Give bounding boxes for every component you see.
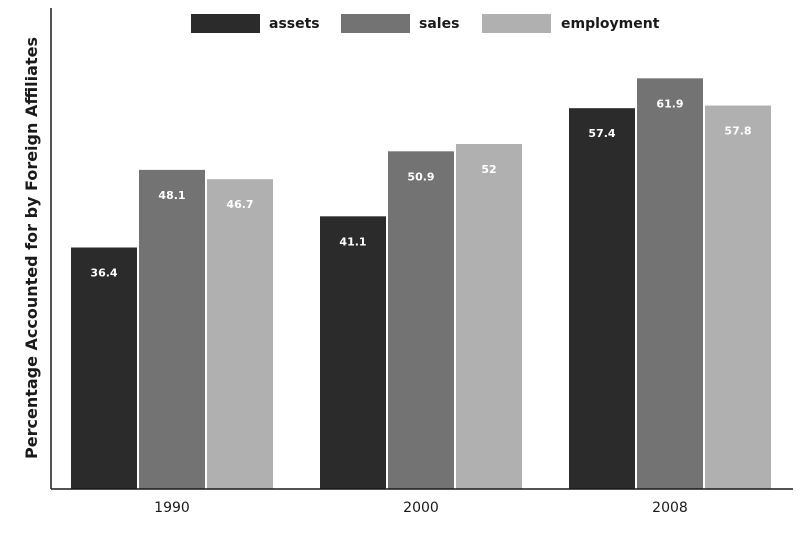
bars-group: [71, 78, 771, 490]
value-label-assets-2008: 57.4: [588, 127, 615, 140]
legend-label-employment: employment: [561, 16, 660, 32]
value-label-sales-2008: 61.9: [656, 97, 683, 110]
legend-swatch-employment: [482, 14, 551, 33]
value-label-sales-1990: 48.1: [158, 189, 185, 202]
legend-swatch-sales: [341, 14, 410, 33]
value-labels-group: 36.4 48.1 46.7 41.1 50.9 52 57.4 61.9 57.8: [90, 97, 751, 279]
value-label-sales-2000: 50.9: [407, 170, 434, 183]
bar-sales-2008: [637, 78, 703, 490]
bar-sales-1990: [139, 169, 205, 489]
bar-employment-1990: [207, 179, 273, 489]
value-label-assets-2000: 41.1: [339, 235, 366, 248]
value-label-employment-2000: 52: [481, 163, 496, 176]
value-label-employment-2008: 57.8: [724, 125, 751, 138]
bar-assets-2000: [320, 216, 386, 489]
x-tick-label-1990: 1990: [154, 500, 190, 516]
bar-assets-2008: [569, 108, 635, 489]
x-tick-labels-group: 1990 2000 2008: [154, 500, 688, 516]
legend: assets sales employment: [191, 14, 660, 33]
bar-employment-2008: [705, 105, 771, 490]
bar-assets-1990: [71, 247, 137, 489]
legend-swatch-assets: [191, 14, 260, 33]
legend-label-sales: sales: [419, 16, 459, 32]
x-tick-label-2000: 2000: [403, 500, 439, 516]
value-label-employment-1990: 46.7: [226, 198, 253, 211]
bar-employment-2000: [456, 144, 522, 489]
value-label-assets-1990: 36.4: [90, 267, 117, 280]
x-tick-label-2008: 2008: [652, 500, 688, 516]
legend-label-assets: assets: [269, 16, 320, 32]
y-axis-label: Percentage Accounted for by Foreign Affi…: [22, 37, 41, 459]
bar-sales-2000: [388, 151, 454, 490]
